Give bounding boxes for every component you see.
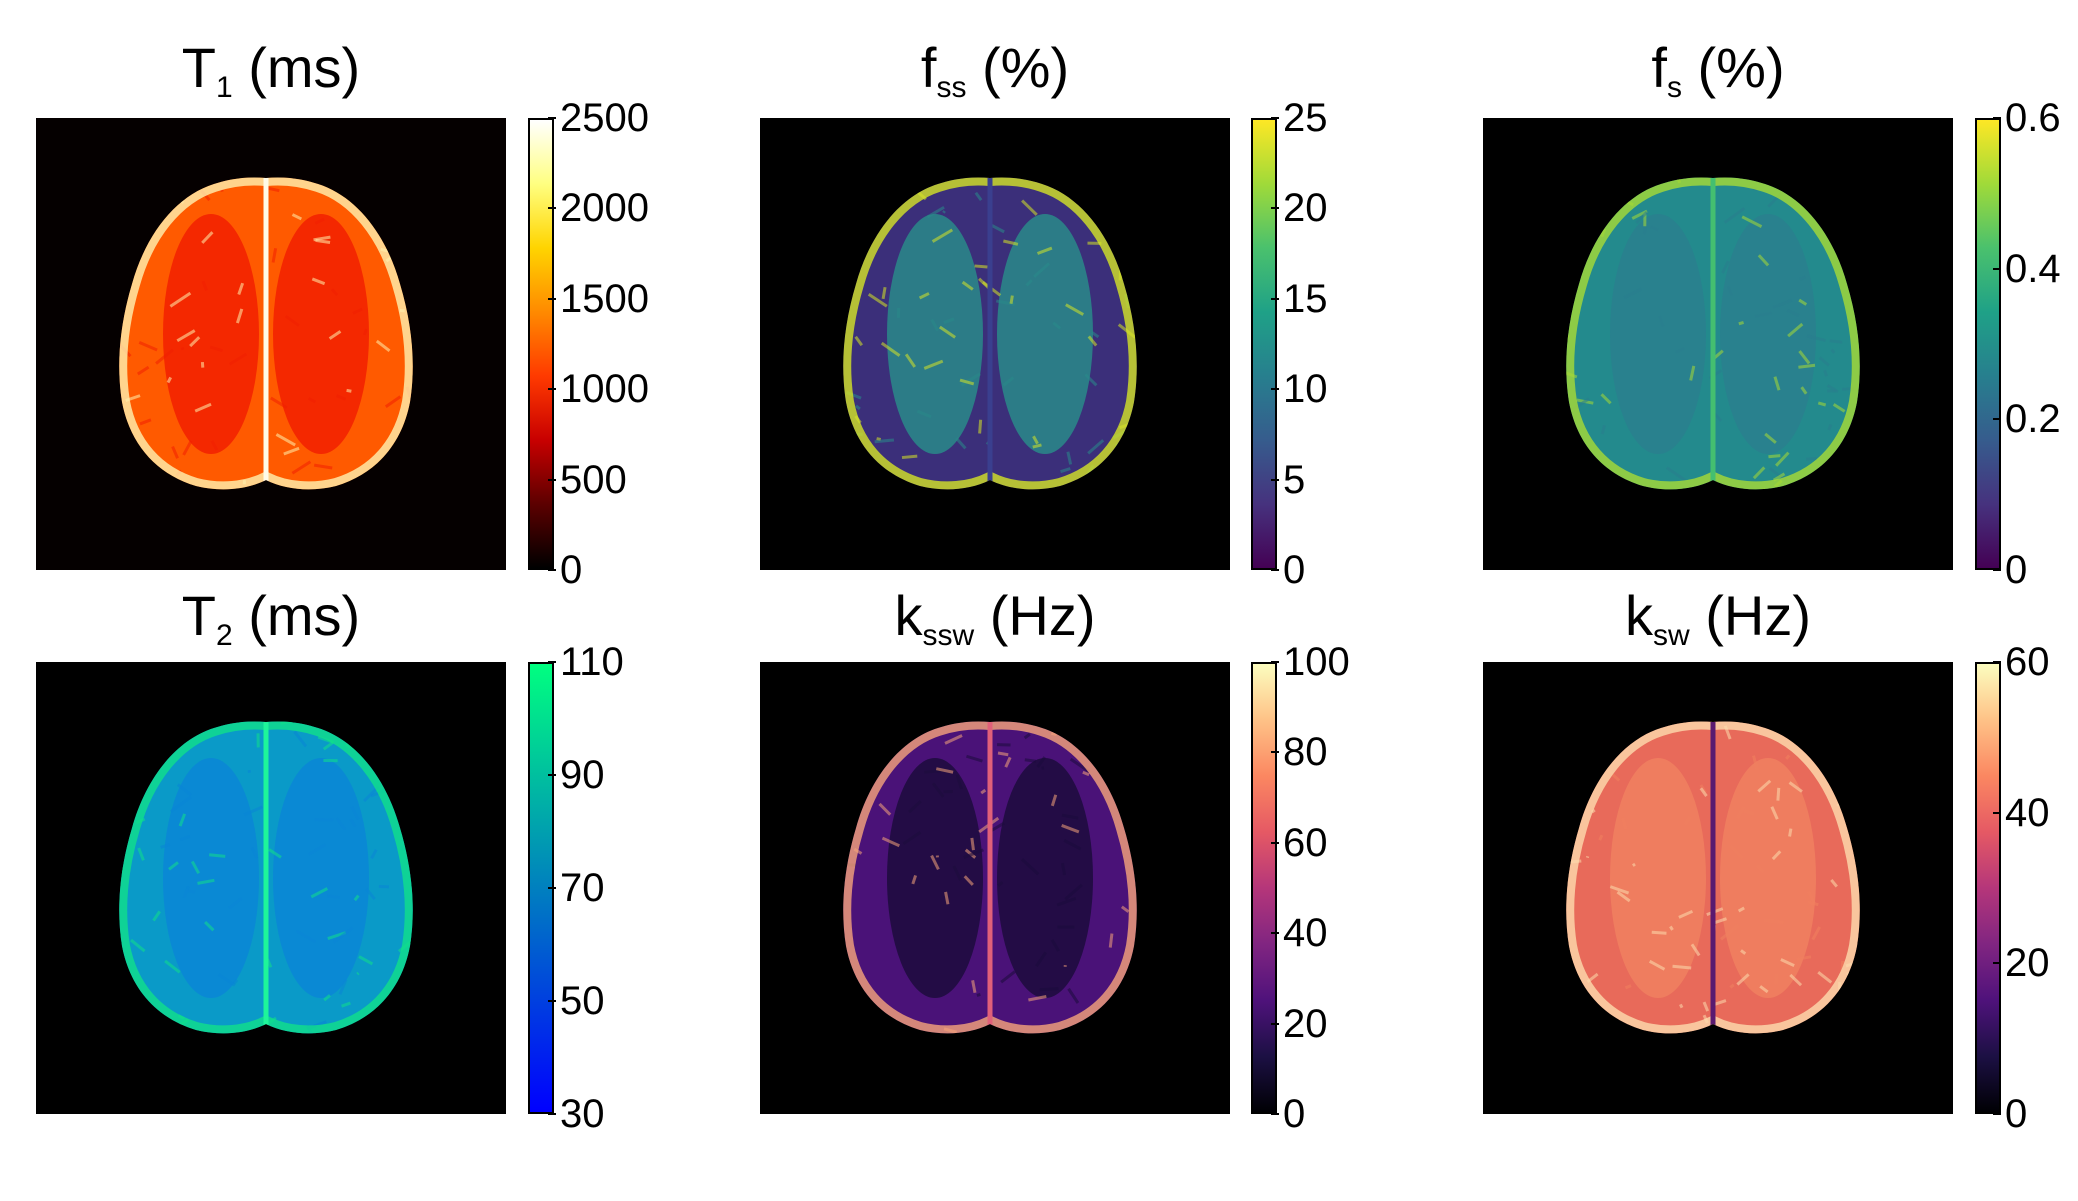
colorbar-tick-labels: 60 40 20 0 [1992, 642, 2078, 1134]
colorbar-tick-label: 40 [1993, 790, 2050, 835]
brain-map-image [1483, 118, 1953, 570]
colorbar-tick-label: 25 [1271, 96, 1328, 140]
colorbar-tick-label: 60 [1271, 820, 1328, 865]
colorbar-tick-label: 60 [1993, 640, 2050, 684]
colorbar-viridis [1975, 118, 2001, 570]
colorbar-tick-label: 0 [1270, 1092, 1306, 1136]
colorbar-tick-label: 0 [1270, 548, 1306, 592]
colorbar-tick-label: 1500 [548, 276, 649, 321]
title-subscript: ssw [922, 619, 975, 652]
colorbar-tick-label: 0.4 [1993, 246, 2061, 291]
colorbar-tick-label: 0.6 [1993, 96, 2061, 140]
title-subscript: 2 [216, 619, 233, 652]
colorbar-tick-label: 30 [548, 1092, 605, 1136]
colorbar-tick-label: 1000 [548, 367, 649, 412]
title-unit: (%) [1681, 36, 1785, 99]
panel-title: ksw (Hz) [1483, 588, 1953, 664]
title-unit: (Hz) [1689, 584, 1811, 647]
colorbar-tick-label: 40 [1271, 911, 1328, 956]
colorbar-hot [528, 118, 554, 570]
brain-map-image [36, 118, 506, 570]
colorbar-magma [1251, 662, 1277, 1114]
colorbar-tick-label: 5 [1270, 457, 1306, 502]
colorbar-tick-label: 15 [1271, 276, 1328, 321]
brain-map-image [760, 118, 1230, 570]
colorbar-tick-label: 20 [1271, 1001, 1328, 1046]
colorbar-tick-label: 2000 [548, 186, 649, 231]
title-symbol: k [894, 584, 923, 647]
title-subscript: 1 [216, 71, 233, 104]
title-symbol: k [1625, 584, 1654, 647]
brain-slice-graphic [843, 177, 1137, 490]
colorbar-tick-label: 0 [547, 548, 583, 592]
colorbar-tick-label: 110 [548, 640, 624, 684]
title-unit: (%) [966, 36, 1070, 99]
panel-title: T2 (ms) [36, 588, 506, 664]
brain-map-image [1483, 662, 1953, 1114]
colorbar-tick-label: 0.2 [1993, 397, 2061, 442]
brain-map-image [36, 662, 506, 1114]
brain-slice-graphic [119, 721, 413, 1034]
colorbar-tick-labels: 0.6 0.4 0.2 0 [1992, 98, 2078, 590]
colorbar-tick-label: 0 [1992, 548, 2028, 592]
brain-slice-graphic [843, 721, 1137, 1034]
colorbar-tick-labels: 2500 2000 1500 1000 500 0 [547, 98, 680, 590]
colorbar-tick-label: 20 [1993, 941, 2050, 986]
title-subscript: sw [1653, 619, 1690, 652]
colorbar-tick-labels: 25 20 15 10 5 0 [1270, 98, 1403, 590]
colorbar-tick-labels: 100 80 60 40 20 0 [1270, 642, 1403, 1134]
panel-title: kssw (Hz) [760, 588, 1230, 664]
colorbar-tick-label: 50 [548, 979, 605, 1023]
colorbar-tick-label: 100 [1271, 640, 1350, 684]
colorbar-tick-label: 20 [1271, 186, 1328, 231]
title-subscript: s [1666, 71, 1682, 104]
brain-slice-graphic [119, 177, 413, 490]
colorbar-magma [1975, 662, 2001, 1114]
colorbar-tick-label: 2500 [548, 96, 649, 140]
colorbar-tick-label: 90 [548, 753, 605, 797]
colorbar-tick-labels: 110 90 70 50 30 [548, 642, 680, 1134]
title-unit: (Hz) [974, 584, 1096, 647]
title-symbol: T [181, 584, 216, 647]
colorbar-tick-label: 0 [1992, 1092, 2028, 1136]
colorbar-tick-label: 80 [1271, 730, 1328, 775]
panel-title: fss (%) [760, 40, 1230, 116]
brain-slice-graphic [1566, 721, 1860, 1034]
panel-title: fs (%) [1483, 40, 1953, 116]
colorbar-viridis [1251, 118, 1277, 570]
panel-title: T1 (ms) [36, 40, 506, 116]
colorbar-tick-label: 10 [1271, 367, 1328, 412]
title-symbol: f [920, 36, 937, 99]
title-subscript: ss [936, 71, 967, 104]
colorbar-tick-label: 500 [548, 457, 627, 502]
colorbar-tick-label: 70 [548, 866, 605, 910]
title-unit: (ms) [232, 36, 361, 99]
brain-map-image [760, 662, 1230, 1114]
title-unit: (ms) [232, 584, 361, 647]
title-symbol: f [1651, 36, 1667, 99]
brain-slice-graphic [1566, 177, 1860, 490]
title-symbol: T [181, 36, 216, 99]
